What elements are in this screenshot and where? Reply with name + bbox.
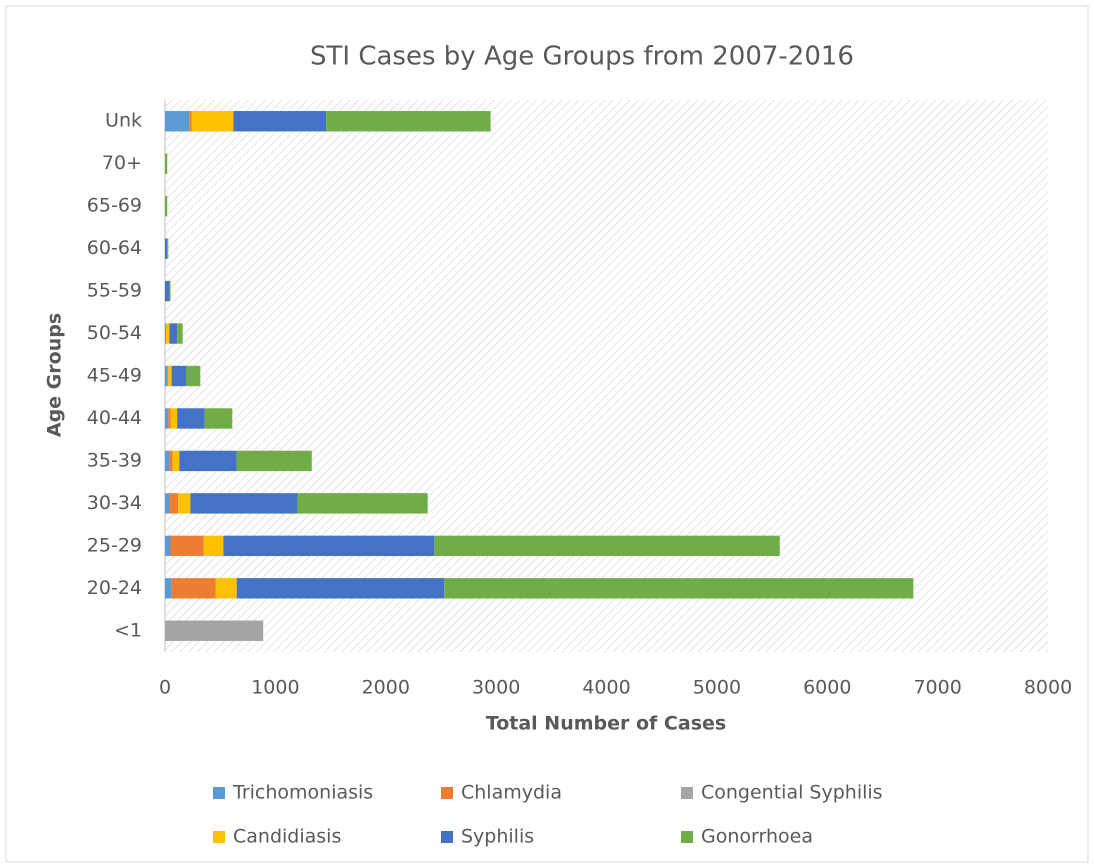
bar-segment	[204, 408, 233, 429]
legend-swatch	[681, 787, 693, 799]
y-tick-label: 65-69	[87, 195, 142, 217]
bar-segment	[165, 323, 167, 344]
bar-segment	[177, 323, 183, 344]
x-tick-label: 7000	[913, 677, 961, 699]
chart-title: STI Cases by Age Groups from 2007-2016	[310, 42, 854, 72]
y-tick-label: 45-49	[87, 365, 142, 387]
y-tick-label: 35-39	[87, 449, 142, 471]
bar-segment	[189, 111, 192, 132]
y-tick-label: 50-54	[87, 322, 142, 344]
bar-segment	[171, 578, 216, 599]
bar-segment	[165, 408, 169, 429]
y-tick-label: Unk	[105, 110, 142, 132]
x-tick-label: 4000	[582, 677, 630, 699]
bar-segment	[236, 578, 445, 599]
legend-swatch	[441, 831, 453, 843]
y-tick-label: 25-29	[87, 534, 142, 556]
legend-label: Candidiasis	[233, 826, 341, 848]
bar-segment	[165, 153, 168, 174]
y-tick-label: <1	[114, 619, 142, 641]
bar-segment	[167, 365, 169, 387]
bar-segment	[165, 578, 172, 599]
bar-segment	[165, 195, 168, 217]
bar-segment	[326, 111, 491, 132]
bar-segment	[165, 493, 170, 514]
y-axis-title: Age Groups	[44, 313, 66, 437]
bar-segment	[172, 450, 180, 472]
x-tick-label: 1000	[251, 677, 299, 699]
bar-segment	[165, 365, 168, 387]
bar-segment	[223, 535, 435, 557]
bar-segment	[165, 620, 264, 641]
bar-segment	[165, 238, 168, 259]
bar-segment	[203, 535, 224, 557]
legend-label: Chlamydia	[461, 782, 562, 804]
bar-segment	[166, 323, 170, 344]
y-tick-label: 30-34	[87, 492, 142, 514]
legend-swatch	[441, 787, 453, 799]
x-tick-label: 3000	[472, 677, 520, 699]
legend-swatch	[213, 831, 225, 843]
bar-segment	[185, 365, 201, 387]
bar-segment	[215, 578, 237, 599]
bar-segment	[171, 365, 186, 387]
x-tick-label: 6000	[803, 677, 851, 699]
bar-segment	[177, 408, 205, 429]
legend-label: Trichomoniasis	[232, 782, 373, 804]
legend-label: Syphilis	[461, 826, 534, 848]
bar-segment	[190, 493, 298, 514]
plot-area	[165, 100, 1048, 652]
x-tick-label: 8000	[1024, 677, 1072, 699]
bar-segment	[169, 493, 179, 514]
bar-segment	[169, 323, 178, 344]
bar-segment	[233, 111, 327, 132]
y-tick-label: 20-24	[87, 577, 142, 599]
bar-segment	[165, 535, 171, 557]
y-tick-label: 70+	[102, 152, 142, 174]
x-axis-title: Total Number of Cases	[486, 713, 726, 735]
y-tick-label: 55-59	[87, 280, 142, 302]
bar-segment	[179, 450, 237, 472]
x-tick-label: 5000	[693, 677, 741, 699]
bar-segment	[170, 535, 204, 557]
x-tick-label: 0	[159, 677, 171, 699]
bar-segment	[168, 365, 172, 387]
bar-segment	[169, 450, 173, 472]
bar-segment	[167, 238, 169, 259]
legend-label: Gonorrhoea	[701, 826, 813, 848]
y-tick-label: 40-44	[87, 407, 142, 429]
bar-segment	[297, 493, 428, 514]
bar-segment	[444, 578, 914, 599]
bar-segment	[170, 408, 178, 429]
x-tick-label: 2000	[362, 677, 410, 699]
legend-swatch	[213, 787, 225, 799]
legend-label: Congential Syphilis	[701, 782, 883, 804]
bar-segment	[434, 535, 780, 557]
bar-segment	[168, 408, 171, 429]
y-tick-label: 60-64	[87, 237, 142, 259]
bar-segment	[165, 111, 190, 132]
bar-segment	[169, 280, 171, 302]
bar-segment	[165, 450, 170, 472]
bar-segment	[236, 450, 312, 472]
bar-segment	[178, 493, 191, 514]
bar-segment	[191, 111, 234, 132]
legend-swatch	[681, 831, 693, 843]
bar-segment	[165, 280, 170, 302]
